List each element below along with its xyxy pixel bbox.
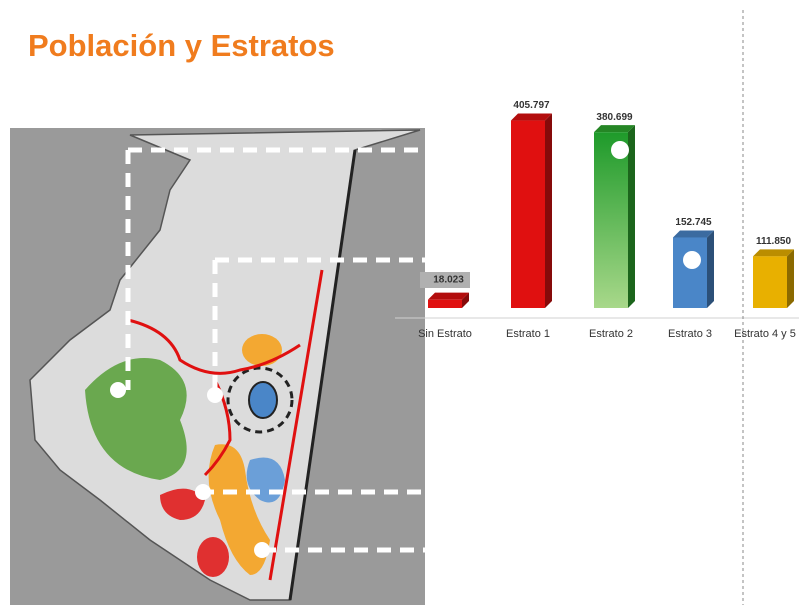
- data-label: 380.699: [596, 112, 633, 123]
- bar-side: [787, 249, 794, 308]
- bar-top: [594, 125, 635, 133]
- bar-top: [753, 249, 794, 257]
- bar: [428, 299, 462, 308]
- bar-side: [707, 230, 714, 308]
- data-label: 111.850: [756, 236, 791, 247]
- data-label: 18.023: [433, 275, 464, 286]
- data-label: 152.745: [675, 217, 712, 228]
- bar: [753, 256, 787, 308]
- x-tick-label: Sin Estrato: [418, 328, 472, 340]
- bar: [673, 237, 707, 308]
- guide-dots: [611, 141, 701, 269]
- bar: [511, 120, 545, 309]
- bar-top: [428, 292, 469, 300]
- chart-title: Población y Estratos: [28, 28, 335, 63]
- x-tick-label: Estrato 1: [505, 328, 551, 340]
- x-tick-label: Estrato 2: [588, 328, 634, 340]
- bar-top: [511, 113, 552, 121]
- bar-top: [673, 230, 714, 238]
- label-box: [420, 272, 470, 288]
- bar-side: [462, 292, 469, 308]
- bars: 18.023 405.797 380.699 152.745 111.850: [420, 100, 794, 309]
- x-tick-label: Estrato 3: [667, 328, 713, 340]
- bar: [594, 132, 628, 308]
- bar-side: [628, 125, 635, 308]
- bar-side: [545, 113, 552, 309]
- data-label: 405.797: [513, 100, 550, 111]
- x-tick-label: Estrato 4 y 5: [734, 328, 796, 340]
- map: [10, 128, 425, 605]
- guide-dots: [110, 382, 270, 558]
